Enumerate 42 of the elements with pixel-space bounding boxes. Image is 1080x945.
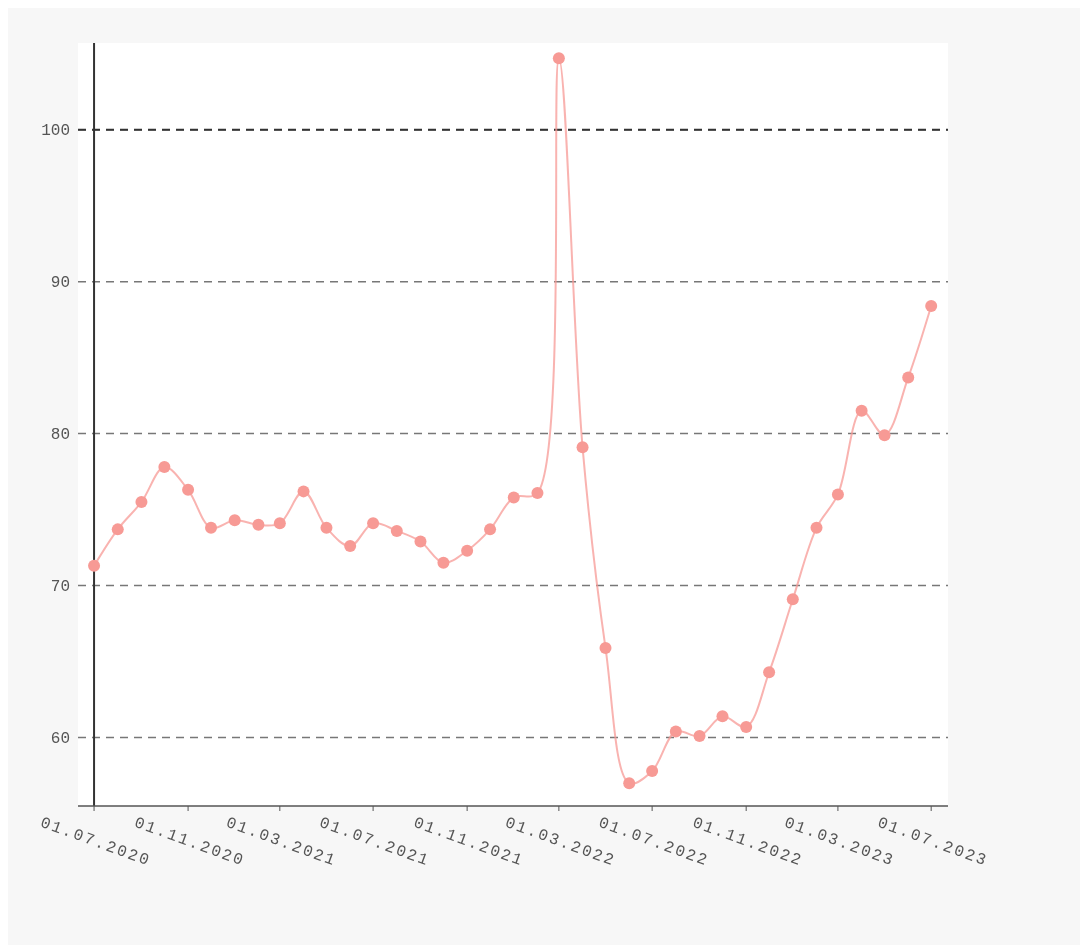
point bbox=[669, 725, 682, 738]
point bbox=[461, 544, 474, 557]
point bbox=[740, 720, 753, 733]
y-tick-label: 100 bbox=[41, 122, 70, 141]
y-tick-label: 60 bbox=[50, 730, 70, 749]
point bbox=[763, 666, 776, 679]
y-tick-label: 70 bbox=[50, 578, 70, 597]
point bbox=[902, 371, 915, 384]
point bbox=[228, 514, 241, 527]
point bbox=[252, 518, 265, 531]
point bbox=[552, 52, 565, 65]
point bbox=[623, 777, 636, 790]
point bbox=[135, 496, 148, 509]
point bbox=[111, 523, 124, 536]
point bbox=[925, 299, 938, 312]
point bbox=[414, 535, 427, 548]
point bbox=[576, 441, 589, 454]
point bbox=[484, 523, 497, 536]
point bbox=[205, 521, 218, 534]
point bbox=[182, 483, 195, 496]
point bbox=[273, 517, 286, 530]
point bbox=[810, 521, 823, 534]
point bbox=[158, 461, 171, 474]
point bbox=[320, 521, 333, 534]
point bbox=[437, 556, 450, 569]
point bbox=[855, 404, 868, 417]
point bbox=[831, 488, 844, 501]
point bbox=[297, 485, 310, 498]
point bbox=[531, 486, 544, 499]
point bbox=[693, 730, 706, 743]
point bbox=[786, 593, 799, 606]
y-tick-label: 80 bbox=[50, 426, 70, 445]
point bbox=[716, 710, 729, 723]
point bbox=[646, 765, 659, 778]
point bbox=[390, 524, 403, 537]
point bbox=[367, 517, 380, 530]
point bbox=[344, 540, 357, 553]
point bbox=[88, 559, 101, 572]
point bbox=[507, 491, 520, 504]
point bbox=[878, 429, 891, 442]
point bbox=[599, 641, 612, 654]
y-tick-label: 90 bbox=[50, 274, 70, 293]
